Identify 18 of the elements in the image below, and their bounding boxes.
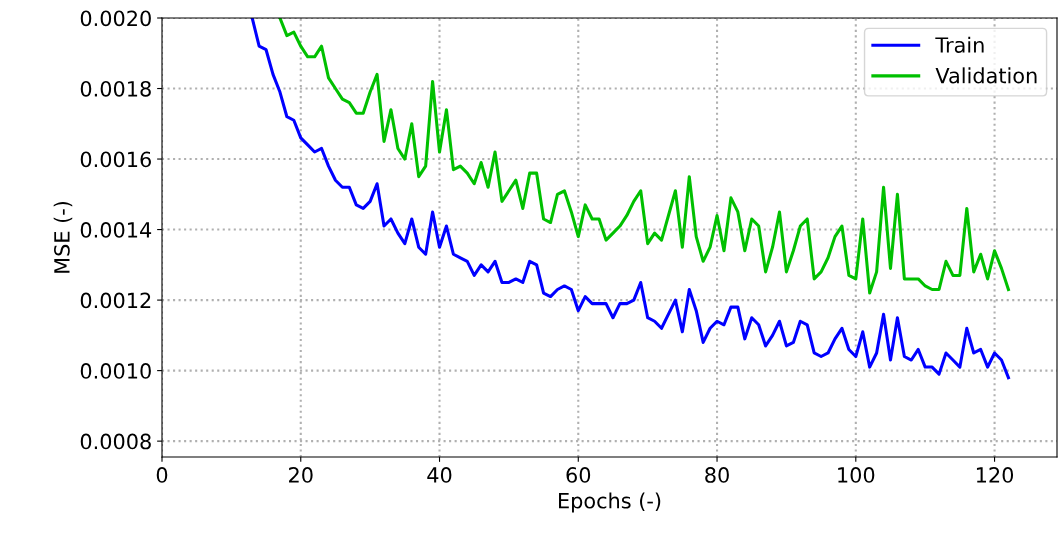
x-tick-label: 0: [156, 467, 168, 483]
x-tick-label: 120: [976, 467, 1014, 483]
y-tick-label: 0.0010: [80, 363, 151, 379]
x-tick-label: 80: [705, 467, 729, 483]
y-tick-label: 0.0020: [80, 10, 151, 27]
y-tick-label: 0.0014: [80, 222, 152, 238]
y-tick-label: 0.0018: [80, 80, 151, 97]
y-tick-label: 0.0008: [80, 433, 151, 450]
x-tick-label: 20: [289, 467, 313, 483]
y-tick-label: 0.0016: [80, 151, 151, 168]
x-axis-title: Epochs (-): [559, 492, 661, 513]
x-tick-label: 60: [566, 467, 591, 483]
x-tick-label: 40: [427, 467, 452, 483]
y-tick-label: 0.0012: [80, 292, 151, 309]
legend-label: Validation: [935, 67, 1037, 84]
x-tick-label: 100: [838, 467, 875, 483]
legend-label: Train: [935, 36, 984, 53]
y-axis-title: MSE (-): [53, 201, 73, 273]
